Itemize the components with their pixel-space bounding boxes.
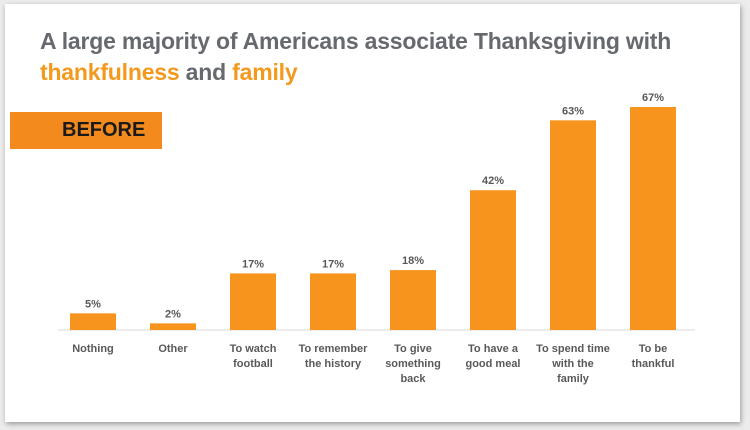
category-label-line: To have a: [468, 343, 519, 355]
category-label-4: To give something back: [385, 343, 441, 385]
bar-2: [230, 273, 276, 330]
bar-4: [390, 270, 436, 330]
title-connector: and: [179, 59, 233, 85]
category-label-line: something: [385, 358, 441, 370]
category-label-5: To have a good meal: [465, 343, 520, 370]
category-label-3: To remember the history: [299, 343, 369, 370]
category-label-line: with the: [551, 358, 594, 370]
category-label-line: good meal: [465, 358, 520, 370]
category-label-line: the history: [305, 358, 362, 370]
slide: A large majority of Americans associate …: [5, 4, 740, 422]
category-label-line: To remember: [299, 343, 369, 355]
title-accent-thankfulness: thankfulness: [40, 59, 180, 85]
category-label-2: To watch football: [230, 343, 277, 370]
value-label-1: 2%: [165, 308, 181, 320]
bar-chart: 5% Nothing 2% Other 17% To watch football 17% To…: [58, 92, 695, 385]
category-label-line: family: [557, 373, 590, 385]
category-label-line: thankful: [632, 358, 675, 370]
category-label-6: To spend time with the family: [536, 343, 610, 385]
value-label-4: 18%: [402, 255, 424, 267]
category-label-line: To give: [394, 343, 432, 355]
bar-0: [70, 313, 116, 330]
value-label-3: 17%: [322, 258, 344, 270]
category-label-line: To spend time: [536, 343, 610, 355]
value-label-5: 42%: [482, 175, 504, 187]
bar-3: [310, 273, 356, 330]
category-label-line: football: [233, 358, 273, 370]
bar-7: [630, 107, 676, 330]
value-label-7: 67%: [642, 92, 664, 104]
value-label-0: 5%: [85, 298, 101, 310]
category-label-7: To be thankful: [632, 343, 675, 370]
before-badge-label: BEFORE: [62, 119, 146, 141]
value-label-2: 17%: [242, 258, 264, 270]
category-label-line: To be: [639, 343, 668, 355]
category-label-1: Other: [158, 343, 188, 355]
title-prefix: A large majority of Americans associate …: [40, 28, 672, 54]
category-label-line: Nothing: [72, 343, 114, 355]
chart-title: A large majority of Americans associate …: [40, 26, 720, 88]
category-label-line: back: [400, 373, 426, 385]
value-label-6: 63%: [562, 105, 584, 117]
bar-1: [150, 323, 196, 330]
bar-6: [550, 120, 596, 330]
category-label-0: Nothing: [72, 343, 114, 355]
bar-5: [470, 190, 516, 330]
category-label-line: Other: [158, 343, 188, 355]
before-badge: BEFORE: [10, 112, 162, 149]
title-accent-family: family: [232, 59, 298, 85]
category-label-line: To watch: [230, 343, 277, 355]
